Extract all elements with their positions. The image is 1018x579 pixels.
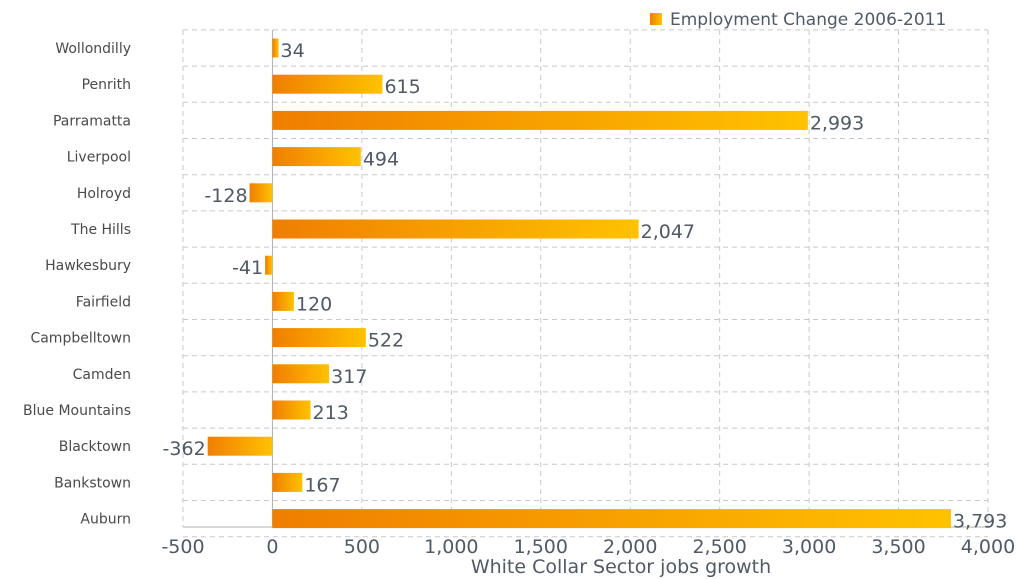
value-label: 34 bbox=[281, 40, 305, 62]
value-label: -41 bbox=[232, 257, 263, 279]
value-label: 2,993 bbox=[810, 112, 864, 134]
legend-swatch bbox=[650, 13, 662, 25]
bar bbox=[272, 110, 808, 130]
category-label: Bankstown bbox=[54, 475, 131, 491]
category-label: Blacktown bbox=[59, 439, 131, 455]
bar bbox=[249, 183, 273, 203]
x-tick-label: 1,500 bbox=[514, 536, 568, 558]
category-label: Penrith bbox=[82, 77, 131, 93]
bar bbox=[272, 364, 330, 384]
x-tick-label: 3,000 bbox=[782, 536, 836, 558]
value-label: -128 bbox=[204, 185, 247, 207]
value-label: 615 bbox=[384, 76, 420, 98]
bar bbox=[272, 509, 951, 529]
x-axis-title: White Collar Sector jobs growth bbox=[471, 556, 771, 578]
category-label: Holroyd bbox=[77, 186, 131, 202]
category-label: Liverpool bbox=[67, 150, 131, 166]
legend-entry: Employment Change 2006-2011 bbox=[670, 10, 946, 30]
x-tick-label: 2,500 bbox=[692, 536, 746, 558]
value-label: -362 bbox=[163, 438, 206, 460]
x-tick-label: 3,500 bbox=[871, 536, 925, 558]
bar bbox=[272, 328, 366, 348]
category-label: Wollondilly bbox=[55, 41, 131, 57]
bar bbox=[272, 219, 639, 239]
category-label: Auburn bbox=[80, 512, 131, 528]
bar bbox=[272, 472, 303, 492]
x-tick-label: 2,000 bbox=[603, 536, 657, 558]
bar bbox=[272, 291, 294, 311]
value-label: 3,793 bbox=[953, 511, 1007, 533]
value-label: 167 bbox=[304, 474, 340, 496]
bars bbox=[207, 38, 951, 529]
grid-lines bbox=[182, 29, 989, 538]
category-label: Parramatta bbox=[53, 113, 131, 129]
bar bbox=[272, 147, 361, 167]
category-label: Hawkesbury bbox=[45, 258, 131, 274]
bar bbox=[265, 255, 273, 275]
bar bbox=[272, 400, 311, 420]
value-label: 120 bbox=[296, 293, 332, 315]
value-label: 522 bbox=[368, 330, 404, 352]
bar bbox=[272, 74, 383, 94]
x-tick-label: 4,000 bbox=[961, 536, 1015, 558]
category-label: Camden bbox=[73, 367, 131, 383]
legend: Employment Change 2006-2011 bbox=[650, 10, 946, 30]
category-label: Campbelltown bbox=[30, 331, 131, 347]
bar bbox=[272, 38, 279, 58]
x-tick-label: 500 bbox=[344, 536, 380, 558]
category-label: The Hills bbox=[70, 222, 131, 238]
x-tick-label: 1,000 bbox=[424, 536, 478, 558]
category-labels: Wollondilly Penrith Parramatta Liverpool Hol… bbox=[23, 41, 131, 528]
value-label: 2,047 bbox=[641, 221, 695, 243]
value-label: 317 bbox=[331, 366, 367, 388]
value-label: 213 bbox=[313, 402, 349, 424]
x-tick-label: -500 bbox=[161, 536, 204, 558]
x-tick-label: 0 bbox=[266, 536, 278, 558]
category-label: Blue Mountains bbox=[23, 403, 131, 419]
bar bbox=[207, 436, 273, 456]
x-axis-ticks: -500 0 500 1,000 1,500 2,000 2,500 3,000 3,500 4,… bbox=[161, 536, 1015, 558]
category-label: Fairfield bbox=[76, 294, 131, 310]
value-label: 494 bbox=[363, 149, 399, 171]
